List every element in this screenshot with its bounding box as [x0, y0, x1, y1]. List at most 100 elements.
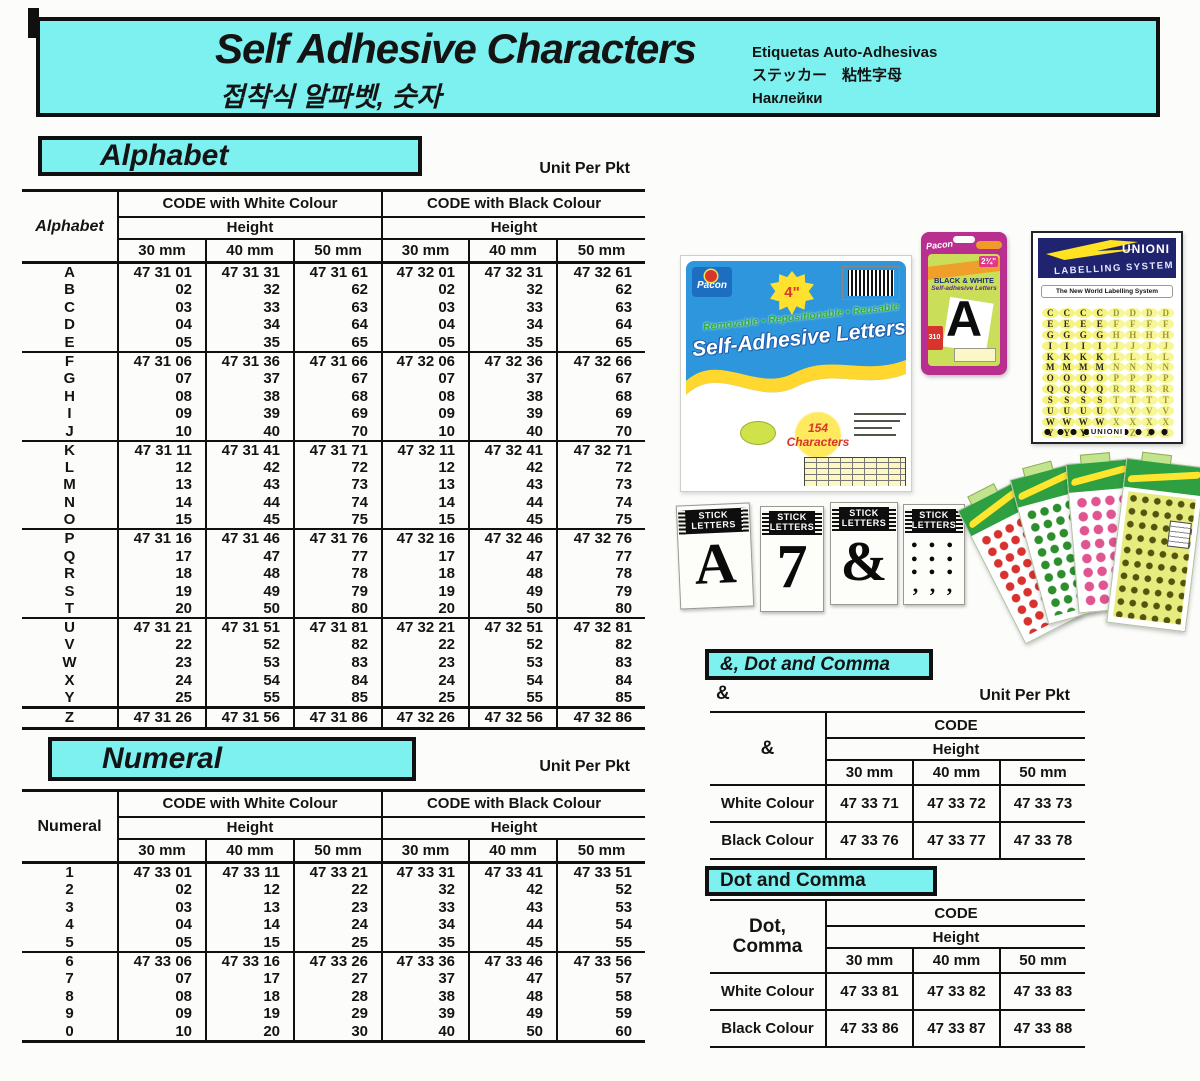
union-brand-name: UNIONI: [1122, 242, 1170, 256]
code-cell: 47 33 36: [381, 950, 470, 970]
table-row: 5 05 15 25 35 45 55: [22, 933, 646, 952]
letter-sticker: S: [1091, 395, 1108, 406]
code-cell: 38: [468, 387, 558, 405]
code-cell: 40: [468, 422, 558, 441]
table-row: U 47 31 21 47 31 51 47 31 81 47 32 21 47 32 5…: [22, 617, 646, 637]
letter-sticker: F: [1157, 318, 1174, 329]
row-label: S: [64, 582, 75, 600]
code-cell: 08: [381, 387, 470, 405]
code-cell: 12: [381, 458, 470, 477]
code-cell: 09: [117, 404, 206, 423]
code-cell: 14: [381, 493, 470, 512]
code-cell: 74: [292, 493, 383, 512]
code-cell: 47 31 06: [117, 350, 206, 370]
code-cell: 53: [556, 898, 646, 917]
height-header: Height: [826, 926, 1085, 949]
letter-sticker: R: [1124, 384, 1141, 395]
code-cell: 02: [117, 281, 206, 299]
row-label: T: [64, 600, 75, 618]
code-cell: 47: [205, 547, 294, 565]
row-label: M: [63, 476, 76, 494]
header-banner: Self Adhesive Characters 접착식 알파벳, 숫자 Eti…: [36, 17, 1160, 117]
code-cell: 05: [117, 933, 206, 952]
letter-sticker: I: [1042, 340, 1059, 351]
letter-sticker: K: [1058, 351, 1075, 362]
table-row: White Colour 47 33 81 47 33 82 47 33 83: [710, 973, 1085, 1010]
letter-sticker: V: [1141, 406, 1158, 417]
table-row: S 19 49 79 19 49 79: [22, 582, 646, 601]
code-cell: 47 31 46: [205, 528, 294, 548]
row-label: H: [64, 387, 75, 405]
letter-sticker: I: [1058, 340, 1075, 351]
code-cell: 47 33 73: [999, 785, 1085, 822]
code-cell: 50: [468, 600, 558, 619]
row-label: I: [67, 405, 72, 423]
count-number: 154: [807, 421, 829, 435]
code-cell: 33: [468, 298, 558, 317]
table-header-row: 30 mm 40 mm 50 mm: [710, 760, 1085, 786]
row-label: X: [64, 671, 75, 689]
table-header-row: & CODE: [710, 712, 1085, 786]
size-header: 50 mm: [292, 238, 383, 264]
code-cell: 65: [292, 333, 383, 352]
table-row: R 18 48 78 18 48 78: [22, 564, 646, 583]
code-cell: 32: [468, 281, 558, 299]
table-row: Black Colour 47 33 76 47 33 77 47 33 78: [710, 821, 1085, 859]
code-cell: 47 31 41: [205, 439, 294, 459]
character-count-badge: 154 Characters: [786, 411, 850, 459]
letter-sticker: V: [1157, 406, 1174, 417]
code-cell: 47 33 87: [912, 1009, 1000, 1047]
code-cell: 74: [556, 493, 646, 512]
numeral-section-heading: Numeral: [48, 737, 416, 781]
table-header-row: Height Height: [22, 216, 646, 240]
stick-header-line1: STICK: [777, 512, 807, 522]
table-header-row: Alphabet CODE with White Colour CODE wit…: [22, 190, 646, 264]
code-cell: 47 31 81: [292, 617, 383, 637]
letter-sticker: N: [1141, 362, 1158, 373]
letter-sticker: X: [1124, 416, 1141, 427]
table-row: 4 04 14 24 34 44 54: [22, 916, 646, 934]
row-label: Y: [64, 688, 75, 706]
size-header: 30 mm: [826, 948, 913, 974]
letter-sticker: N: [1108, 362, 1125, 373]
code-cell: 44: [205, 493, 294, 512]
row-label: O: [63, 511, 76, 529]
code-cell: 48: [468, 564, 558, 583]
code-cell: 25: [381, 688, 470, 708]
table-row: Q 17 47 77 17 47 77: [22, 547, 646, 565]
black-colour-group-header: CODE with Black Colour: [381, 190, 646, 218]
code-cell: 24: [381, 671, 470, 689]
code-cell: 35: [468, 333, 558, 352]
code-cell: 18: [117, 564, 206, 583]
row-label: P: [22, 528, 118, 548]
code-cell: 14: [205, 916, 294, 934]
package-oval-sticker: [740, 421, 776, 445]
code-cell: 04: [117, 916, 206, 934]
row-label: F: [22, 350, 118, 370]
package-title: BLACK & WHITE: [934, 276, 994, 285]
union-footer-dots: UNIONI: [1041, 427, 1173, 437]
table-row: Z 47 31 26 47 31 56 47 31 86 47 32 26 47 32 5…: [22, 705, 646, 729]
code-cell: 19: [205, 1004, 294, 1023]
letter-sticker: Q: [1091, 384, 1108, 395]
code-cell: 64: [556, 316, 646, 334]
dot-comma-code-table: Dot, Comma CODE Height 30 mm 40 mm 50 mm…: [710, 899, 1085, 1048]
letter-sticker: S: [1075, 395, 1092, 406]
letter-sticker: F: [1124, 318, 1141, 329]
letter-sticker: L: [1108, 351, 1125, 362]
corner-line: Dot,: [749, 915, 786, 937]
letter-sticker: P: [1141, 373, 1158, 384]
letter-sticker: C: [1075, 308, 1092, 318]
code-cell: 47 32 36: [468, 350, 558, 370]
stick-header-line2: LETTERS: [911, 519, 957, 530]
table-row: J 10 40 70 10 40 70: [22, 422, 646, 441]
row-label: Black Colour: [710, 1009, 826, 1047]
code-cell: 47 33 21: [292, 862, 383, 881]
code-cell: 37: [205, 369, 294, 388]
letter-sticker: W: [1042, 416, 1059, 427]
letter-sticker: H: [1124, 329, 1141, 340]
code-cell: 50: [468, 1022, 558, 1042]
